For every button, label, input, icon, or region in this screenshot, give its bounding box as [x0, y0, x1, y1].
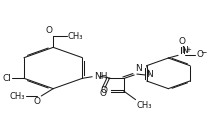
- Text: CH₃: CH₃: [68, 32, 84, 41]
- Text: O: O: [101, 86, 108, 95]
- Text: CH₃: CH₃: [10, 92, 25, 101]
- Text: O: O: [45, 26, 52, 35]
- Text: N: N: [146, 70, 153, 80]
- Text: O: O: [179, 37, 186, 46]
- Text: +: +: [185, 47, 191, 53]
- Text: N: N: [181, 46, 188, 55]
- Text: CH₃: CH₃: [137, 101, 152, 110]
- Text: O: O: [196, 50, 203, 59]
- Text: Cl: Cl: [3, 74, 11, 83]
- Text: −: −: [200, 49, 206, 58]
- Text: O: O: [33, 97, 40, 106]
- Text: O: O: [99, 89, 106, 98]
- Text: N: N: [135, 64, 142, 73]
- Text: NH: NH: [94, 72, 108, 81]
